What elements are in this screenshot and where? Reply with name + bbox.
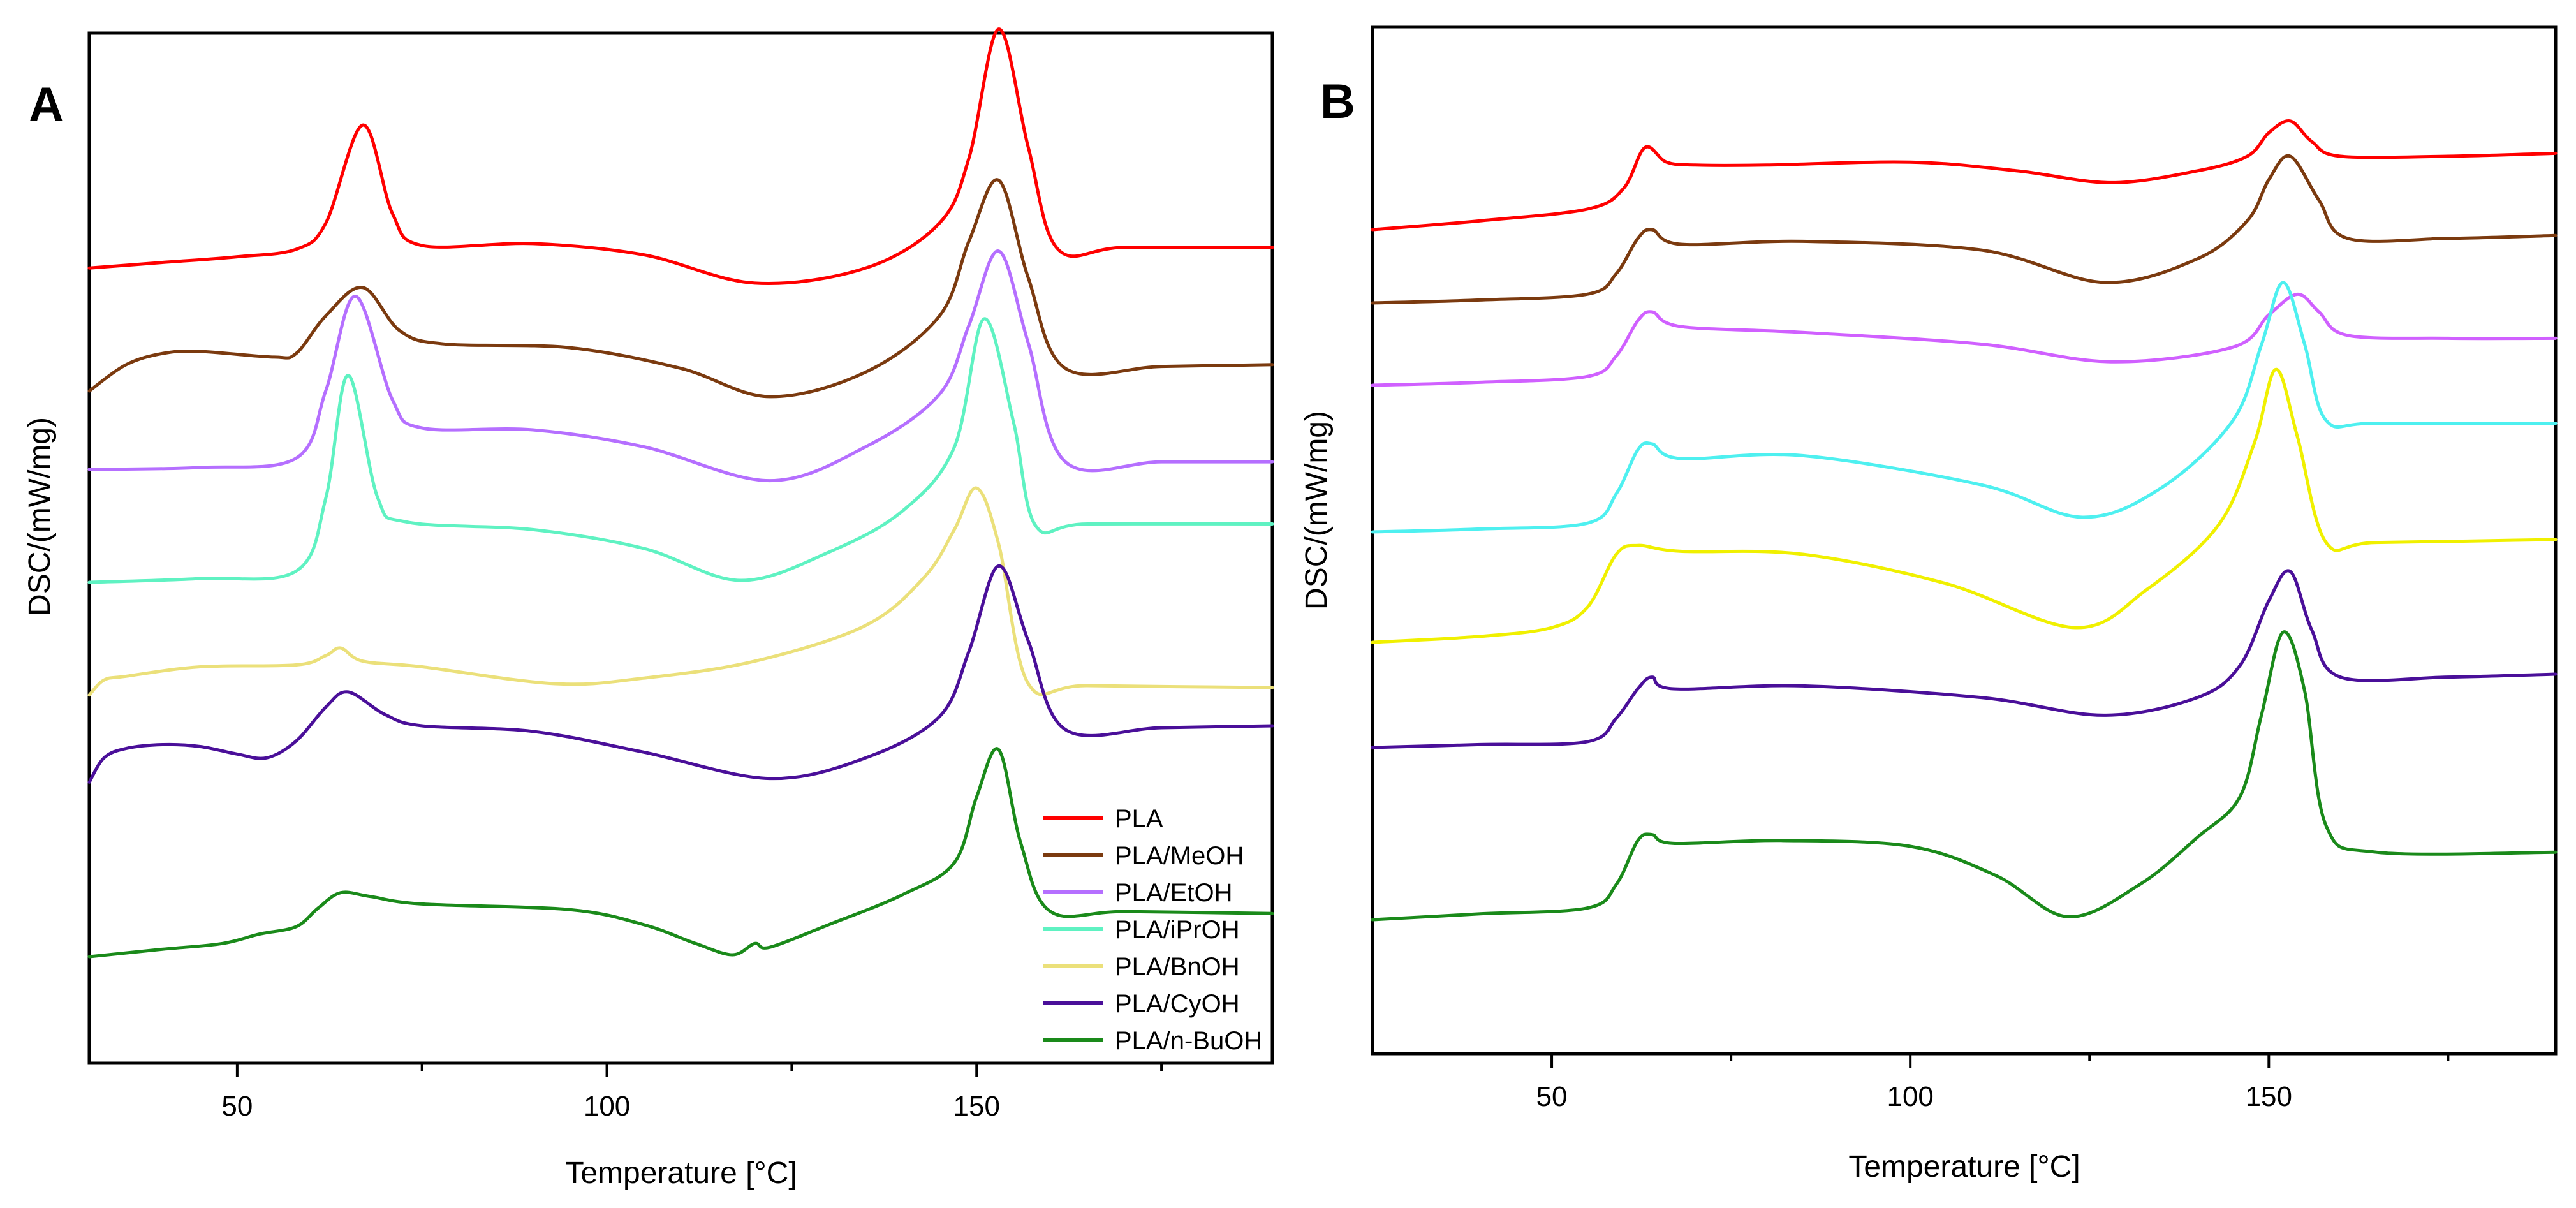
series-line-pla — [87, 27, 1274, 285]
series-line-pla-meoh — [87, 178, 1274, 399]
panel-b-label: B — [1320, 75, 1355, 129]
series-line-pla-etoh — [1371, 292, 2558, 387]
legend-label-pla: PLA — [1115, 805, 1163, 833]
series-line-pla-iproh — [87, 317, 1274, 584]
x-tick-label: 150 — [2246, 1081, 2292, 1112]
legend-label-pla-cyoh: PLA/CyOH — [1115, 990, 1240, 1018]
panel-a-y-axis-label: DSC/(mW/mg) — [23, 417, 57, 616]
legend: PLA PLA/MeOH PLA/EtOH PLA/iPrOH PLA/BnOH PLA/… — [1043, 805, 1262, 1055]
series-line-pla-bnoh — [87, 486, 1274, 697]
x-tick-label: 50 — [1536, 1081, 1568, 1112]
panel-b-x-ticks: 50 100 150 — [1536, 1054, 2450, 1112]
x-tick-label: 100 — [1887, 1081, 1933, 1112]
panel-a: 50 100 150 A Temperature [°C] DSC/(mW/mg) … — [23, 27, 1274, 1190]
panel-b-curves — [1371, 119, 2558, 922]
series-line-pla-n-buoh — [1371, 630, 2558, 922]
panel-a-curves — [87, 27, 1274, 959]
series-line-pla-iproh — [1371, 281, 2558, 534]
panel-a-plot-frame — [87, 31, 1274, 1065]
series-line-pla-cyoh — [87, 564, 1274, 784]
legend-label-pla-etoh: PLA/EtOH — [1115, 879, 1233, 907]
series-line-pla-cyoh — [1371, 569, 2558, 749]
panel-b: 50 100 150 B Temperature [°C] DSC/(mW/mg) — [1300, 25, 2558, 1184]
legend-label-pla-meoh: PLA/MeOH — [1115, 842, 1244, 870]
x-tick-label: 50 — [221, 1091, 253, 1122]
series-line-pla-n-buoh — [87, 747, 1274, 959]
series-line-pla-meoh — [1371, 154, 2558, 305]
panel-b-x-axis-label: Temperature [°C] — [1848, 1150, 2080, 1184]
panel-a-x-ticks: 50 100 150 — [221, 1063, 1163, 1122]
panel-a-x-axis-label: Temperature [°C] — [565, 1156, 797, 1190]
x-tick-label: 100 — [584, 1091, 630, 1122]
legend-label-pla-bnoh: PLA/BnOH — [1115, 953, 1240, 981]
panel-b-y-axis-label: DSC/(mW/mg) — [1300, 411, 1334, 610]
panel-a-label: A — [29, 78, 64, 132]
series-line-pla-bnoh — [1371, 367, 2558, 644]
panel-b-plot-frame — [1371, 25, 2558, 1056]
x-tick-label: 150 — [953, 1091, 1000, 1122]
series-line-pla — [1371, 119, 2558, 232]
legend-label-pla-n-buoh: PLA/n-BuOH — [1115, 1027, 1262, 1055]
legend-label-pla-iproh: PLA/iPrOH — [1115, 916, 1240, 944]
series-line-pla-etoh — [87, 249, 1274, 483]
